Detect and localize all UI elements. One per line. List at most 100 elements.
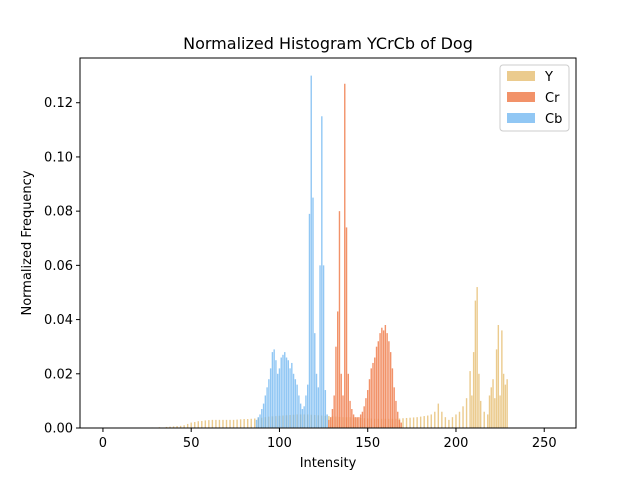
bar-y-218 bbox=[487, 414, 489, 428]
bar-y-172 bbox=[405, 417, 408, 428]
bar-cr-152 bbox=[370, 368, 372, 428]
bar-cb-105 bbox=[287, 360, 289, 428]
bar-y-86 bbox=[254, 418, 256, 428]
bar-cr-168 bbox=[398, 419, 401, 428]
x-axis: 0 50 100 150 200 250 bbox=[99, 428, 557, 451]
bar-cr-150 bbox=[367, 390, 369, 428]
bar-y-192 bbox=[441, 411, 443, 428]
bar-cr-151 bbox=[368, 379, 371, 428]
bar-cr-128 bbox=[328, 419, 330, 428]
bar-y-208 bbox=[469, 371, 471, 428]
bar-cr-135 bbox=[340, 373, 342, 428]
bar-cr-137 bbox=[344, 83, 346, 428]
bar-cr-129 bbox=[329, 417, 332, 428]
x-tick-label: 250 bbox=[532, 436, 557, 451]
bar-cr-149 bbox=[365, 398, 367, 428]
bar-cr-138 bbox=[345, 227, 348, 428]
bar-cr-130 bbox=[331, 409, 334, 428]
bar-y-56 bbox=[201, 420, 203, 428]
bar-cb-108 bbox=[292, 373, 295, 428]
bar-y-228 bbox=[504, 384, 507, 428]
bar-cb-126 bbox=[324, 390, 327, 428]
bar-y-80 bbox=[243, 419, 245, 428]
bar-cr-133 bbox=[337, 311, 339, 428]
bar-cb-109 bbox=[294, 379, 297, 428]
bar-y-220 bbox=[490, 387, 492, 428]
bar-cr-147 bbox=[361, 411, 364, 428]
bar-cb-93 bbox=[266, 387, 268, 428]
bar-cb-92 bbox=[264, 395, 267, 428]
bar-cb-97 bbox=[273, 349, 275, 428]
bar-y-186 bbox=[430, 414, 432, 428]
bar-y-188 bbox=[434, 411, 436, 428]
bar-y-190 bbox=[437, 403, 440, 428]
bar-cb-104 bbox=[285, 357, 288, 428]
bar-y-70 bbox=[225, 419, 228, 428]
bar-cb-99 bbox=[276, 373, 279, 428]
bar-y-66 bbox=[218, 419, 221, 428]
bar-cb-110 bbox=[296, 384, 298, 428]
bar-cb-94 bbox=[268, 379, 270, 428]
bar-y-222 bbox=[494, 398, 496, 428]
chart-title: Normalized Histogram YCrCb of Dog bbox=[183, 34, 473, 53]
bar-cb-89 bbox=[259, 414, 261, 428]
bar-cr-166 bbox=[395, 400, 397, 428]
legend-label-cb: Cb bbox=[545, 112, 562, 127]
y-tick-label: 0.04 bbox=[44, 313, 73, 328]
x-tick-label: 0 bbox=[99, 436, 107, 451]
y-axis-label: Normalized Frequency bbox=[20, 170, 35, 315]
bar-cr-158 bbox=[381, 327, 383, 428]
bar-y-194 bbox=[444, 417, 447, 428]
bar-y-224 bbox=[497, 325, 500, 428]
bar-cb-107 bbox=[291, 362, 293, 428]
x-tick-label: 200 bbox=[444, 436, 469, 451]
legend: Y Cr Cb bbox=[499, 64, 570, 132]
bar-y-50 bbox=[190, 422, 192, 428]
x-tick-label: 100 bbox=[267, 436, 292, 451]
x-tick-label: 150 bbox=[355, 436, 380, 451]
bar-y-76 bbox=[236, 419, 238, 428]
bar-y-182 bbox=[423, 416, 425, 428]
bar-y-44 bbox=[179, 425, 182, 428]
bar-cr-153 bbox=[372, 362, 374, 428]
bar-cb-95 bbox=[269, 368, 272, 428]
bar-y-36 bbox=[165, 426, 168, 428]
bar-y-52 bbox=[194, 422, 196, 428]
bar-cr-154 bbox=[374, 357, 376, 428]
bar-cr-146 bbox=[359, 414, 362, 428]
bar-cr-144 bbox=[356, 417, 358, 428]
bar-cr-140 bbox=[349, 400, 351, 428]
bar-cr-167 bbox=[397, 411, 399, 428]
bar-y-174 bbox=[409, 417, 411, 428]
bar-y-54 bbox=[197, 421, 199, 428]
bar-cb-121 bbox=[315, 373, 318, 428]
bar-cb-115 bbox=[305, 395, 307, 428]
bar-y-64 bbox=[215, 419, 217, 428]
bar-y-68 bbox=[222, 419, 224, 428]
y-axis: 0.00 0.02 0.04 0.06 0.08 0.10 0.12 bbox=[44, 96, 80, 437]
bar-y-216 bbox=[483, 411, 485, 428]
y-tick-label: 0.10 bbox=[44, 150, 73, 165]
bar-y-212 bbox=[476, 287, 478, 428]
bar-cr-159 bbox=[382, 330, 385, 428]
bar-y-202 bbox=[458, 411, 461, 428]
bar-cb-103 bbox=[284, 352, 286, 428]
bar-cr-164 bbox=[391, 368, 394, 428]
bar-cr-142 bbox=[352, 414, 355, 428]
bar-cr-136 bbox=[342, 395, 344, 428]
bar-cr-143 bbox=[354, 417, 357, 428]
bar-y-42 bbox=[176, 426, 178, 428]
bar-y-221 bbox=[492, 379, 494, 428]
bar-y-74 bbox=[232, 419, 235, 428]
bar-y-210 bbox=[472, 352, 475, 428]
bar-y-180 bbox=[419, 416, 422, 428]
bar-cr-155 bbox=[375, 346, 378, 428]
bar-cr-157 bbox=[379, 333, 381, 428]
bar-cr-161 bbox=[386, 333, 388, 428]
bar-cr-160 bbox=[384, 325, 387, 428]
bar-cb-119 bbox=[312, 197, 314, 428]
bar-y-84 bbox=[250, 418, 252, 428]
bar-y-46 bbox=[183, 425, 185, 428]
bar-y-62 bbox=[211, 419, 214, 428]
